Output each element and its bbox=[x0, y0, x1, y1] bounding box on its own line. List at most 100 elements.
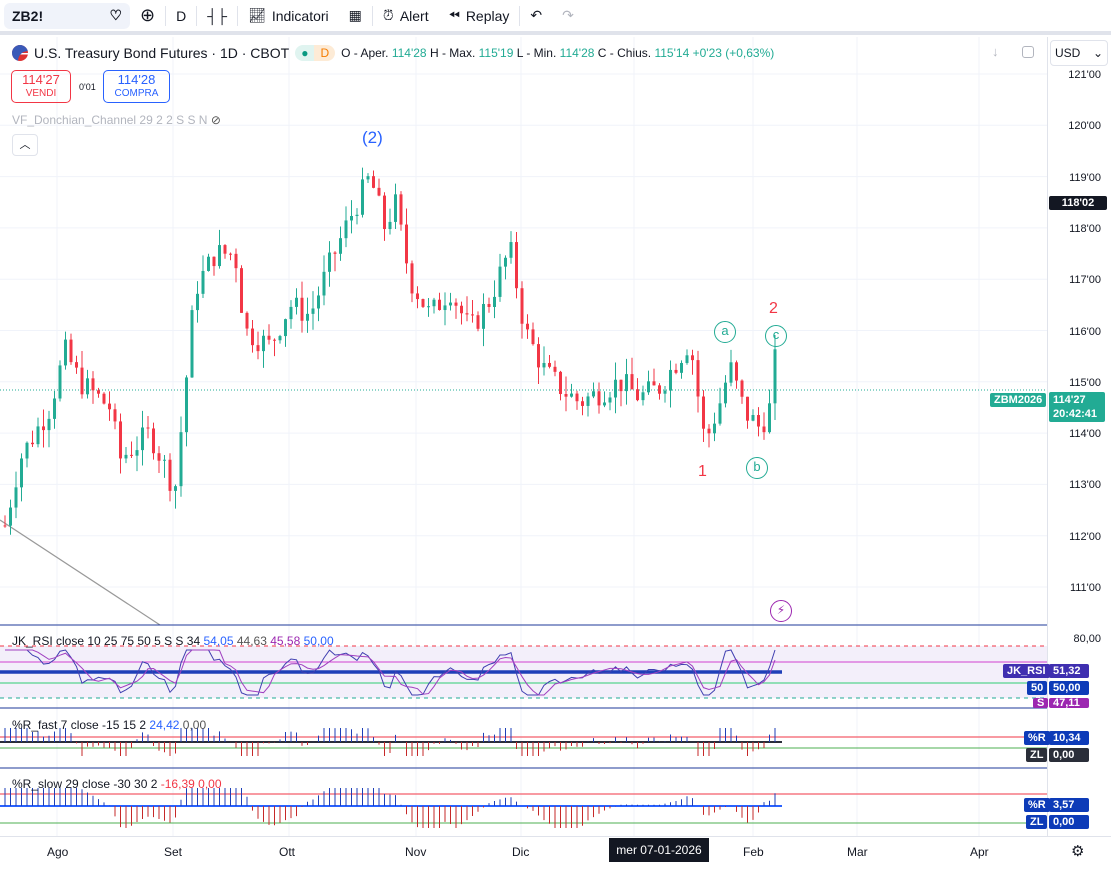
bar-chart-icon: ┤├ bbox=[207, 7, 228, 24]
layouts-button[interactable]: ▦ bbox=[339, 0, 372, 31]
settings-gear-icon[interactable]: ⚙︎ bbox=[1071, 843, 1085, 860]
donchian-legend[interactable]: VF_Donchian_Channel 29 2 2 S S N ⊘ bbox=[12, 113, 221, 127]
candle-body bbox=[630, 374, 634, 390]
chevron-up-icon: ︿ bbox=[19, 139, 31, 151]
donchian-label: VF_Donchian_Channel 29 2 2 S S N bbox=[12, 113, 208, 127]
plus-circle-icon: ⊕ bbox=[140, 5, 156, 25]
candle-body bbox=[625, 374, 628, 392]
candle-body bbox=[713, 423, 716, 434]
rsi-mid-tag-value: 50,00 bbox=[1049, 681, 1089, 695]
fullscreen-icon[interactable] bbox=[1022, 46, 1034, 58]
chart-canvas[interactable] bbox=[0, 37, 1047, 872]
chevron-down-icon: ⌄ bbox=[1092, 46, 1103, 60]
rsi-title: JK_RSI close 10 25 75 50 5 S S 34 bbox=[12, 634, 201, 648]
sell-label: VENDI bbox=[25, 88, 57, 99]
wave-label-2[interactable]: 2 bbox=[769, 300, 778, 317]
candle-body bbox=[553, 366, 557, 372]
rsi-value-4: 50,00 bbox=[303, 634, 334, 648]
contract-tag: ZBM2026 bbox=[990, 393, 1047, 407]
candle-body bbox=[652, 381, 656, 386]
candle-body bbox=[14, 487, 18, 508]
time-cursor-label: mer 07-01-2026 bbox=[609, 838, 709, 862]
wave-label-1[interactable]: 1 bbox=[698, 463, 707, 480]
buy-button[interactable]: 114'28 COMPRA bbox=[103, 70, 170, 103]
candle-body bbox=[91, 378, 95, 391]
wave-label-a[interactable]: a bbox=[714, 321, 736, 343]
rsi-legend[interactable]: JK_RSI close 10 25 75 50 5 S S 34 54,05 … bbox=[12, 634, 334, 648]
sell-button[interactable]: 114'27 VENDI bbox=[11, 70, 71, 103]
candle-body bbox=[196, 293, 199, 311]
watchlist-icon[interactable]: ♡ bbox=[109, 7, 122, 23]
candle-body bbox=[3, 525, 7, 527]
candle-body bbox=[449, 302, 452, 306]
time-label: Dic bbox=[512, 845, 530, 859]
time-label: Ott bbox=[279, 845, 296, 859]
grid-icon: ▦ bbox=[348, 7, 362, 23]
collapse-legend-button[interactable]: ︿ bbox=[12, 134, 38, 156]
candle-body bbox=[135, 450, 139, 456]
time-axis-border bbox=[0, 836, 1111, 837]
eye-off-icon[interactable]: ⊘ bbox=[210, 113, 221, 127]
candle-body bbox=[476, 315, 480, 329]
rfast-legend[interactable]: %R_fast 7 close -15 15 2 24,42 0,00 bbox=[12, 718, 206, 732]
candle-body bbox=[377, 187, 381, 196]
redo-button[interactable]: ↷ bbox=[552, 0, 584, 31]
wave-label-2-paren[interactable]: (2) bbox=[362, 128, 383, 147]
candle-body bbox=[317, 295, 320, 309]
candle-body bbox=[108, 403, 111, 410]
candle-body bbox=[592, 391, 595, 397]
scroll-down-icon[interactable]: ↓ bbox=[992, 44, 999, 59]
candle-body bbox=[608, 397, 612, 403]
symbol-title[interactable]: U.S. Treasury Bond Futures · 1D · CBOT bbox=[34, 45, 290, 61]
interval-button[interactable]: D bbox=[176, 7, 187, 24]
candle-body bbox=[328, 252, 331, 272]
indicators-button[interactable]: 📈︎ Indicatori bbox=[238, 0, 339, 31]
rfast-tag-label: %R bbox=[1024, 731, 1050, 745]
candle-body bbox=[25, 442, 29, 459]
candle-body bbox=[295, 297, 298, 307]
rsi-value-2: 44,63 bbox=[236, 634, 267, 648]
compare-button[interactable]: ⊕ bbox=[130, 0, 165, 31]
candle-body bbox=[64, 339, 67, 366]
candle-body bbox=[405, 224, 408, 264]
price-axis-label: 113'00 bbox=[1069, 479, 1101, 492]
candle-body bbox=[218, 245, 221, 267]
candle-body bbox=[212, 256, 216, 267]
lightning-event-icon[interactable]: ⚡︎ bbox=[770, 600, 792, 622]
candle-body bbox=[581, 401, 584, 406]
replay-button[interactable]: ⏪︎ Replay bbox=[439, 0, 520, 31]
time-label: Mar bbox=[847, 845, 868, 859]
low-value: 114'28 bbox=[559, 46, 595, 60]
rslow-title: %R_slow 29 close -30 30 2 bbox=[12, 777, 158, 791]
spread: 0'01 bbox=[79, 82, 96, 92]
price-axis[interactable]: 121'00 120'00 119'00 118'00 117'00 116'00 115'… bbox=[1047, 37, 1111, 837]
alarm-icon: ⏰︎ bbox=[382, 7, 394, 23]
rsi-mid-tag-label: 50 bbox=[1027, 681, 1048, 695]
wave-label-c[interactable]: c bbox=[765, 325, 787, 347]
rfast-tag-value: 10,34 bbox=[1049, 731, 1089, 745]
currency-select[interactable]: USD ⌄ bbox=[1050, 40, 1108, 66]
buy-price: 114'28 bbox=[117, 72, 156, 87]
chart-legend: U.S. Treasury Bond Futures · 1D · CBOT ●… bbox=[12, 45, 774, 61]
candle-body bbox=[69, 339, 73, 363]
wave-label-b[interactable]: b bbox=[746, 457, 768, 479]
candle-body bbox=[636, 389, 639, 401]
candle-body bbox=[223, 245, 227, 254]
candle-body bbox=[498, 266, 502, 297]
symbol-search[interactable]: ZB2! ♡ bbox=[4, 2, 130, 29]
market-status[interactable]: ● D bbox=[295, 45, 336, 61]
candle-body bbox=[696, 360, 700, 397]
candle-body bbox=[31, 442, 34, 445]
chart-type-button[interactable]: ┤├ bbox=[197, 0, 237, 31]
candle-body bbox=[504, 257, 507, 267]
price-axis-label: 111'00 bbox=[1069, 582, 1101, 594]
divider bbox=[237, 5, 239, 26]
candle-body bbox=[278, 336, 282, 341]
rslow-legend[interactable]: %R_slow 29 close -30 30 2 -16,39 0,00 bbox=[12, 777, 222, 791]
high-label: H - Max. bbox=[429, 46, 476, 60]
candle-body bbox=[86, 378, 89, 395]
undo-button[interactable]: ↶ bbox=[520, 0, 552, 31]
candle-body bbox=[520, 288, 524, 324]
alert-button[interactable]: ⏰︎ Alert bbox=[373, 0, 439, 31]
candle-body bbox=[603, 402, 606, 406]
